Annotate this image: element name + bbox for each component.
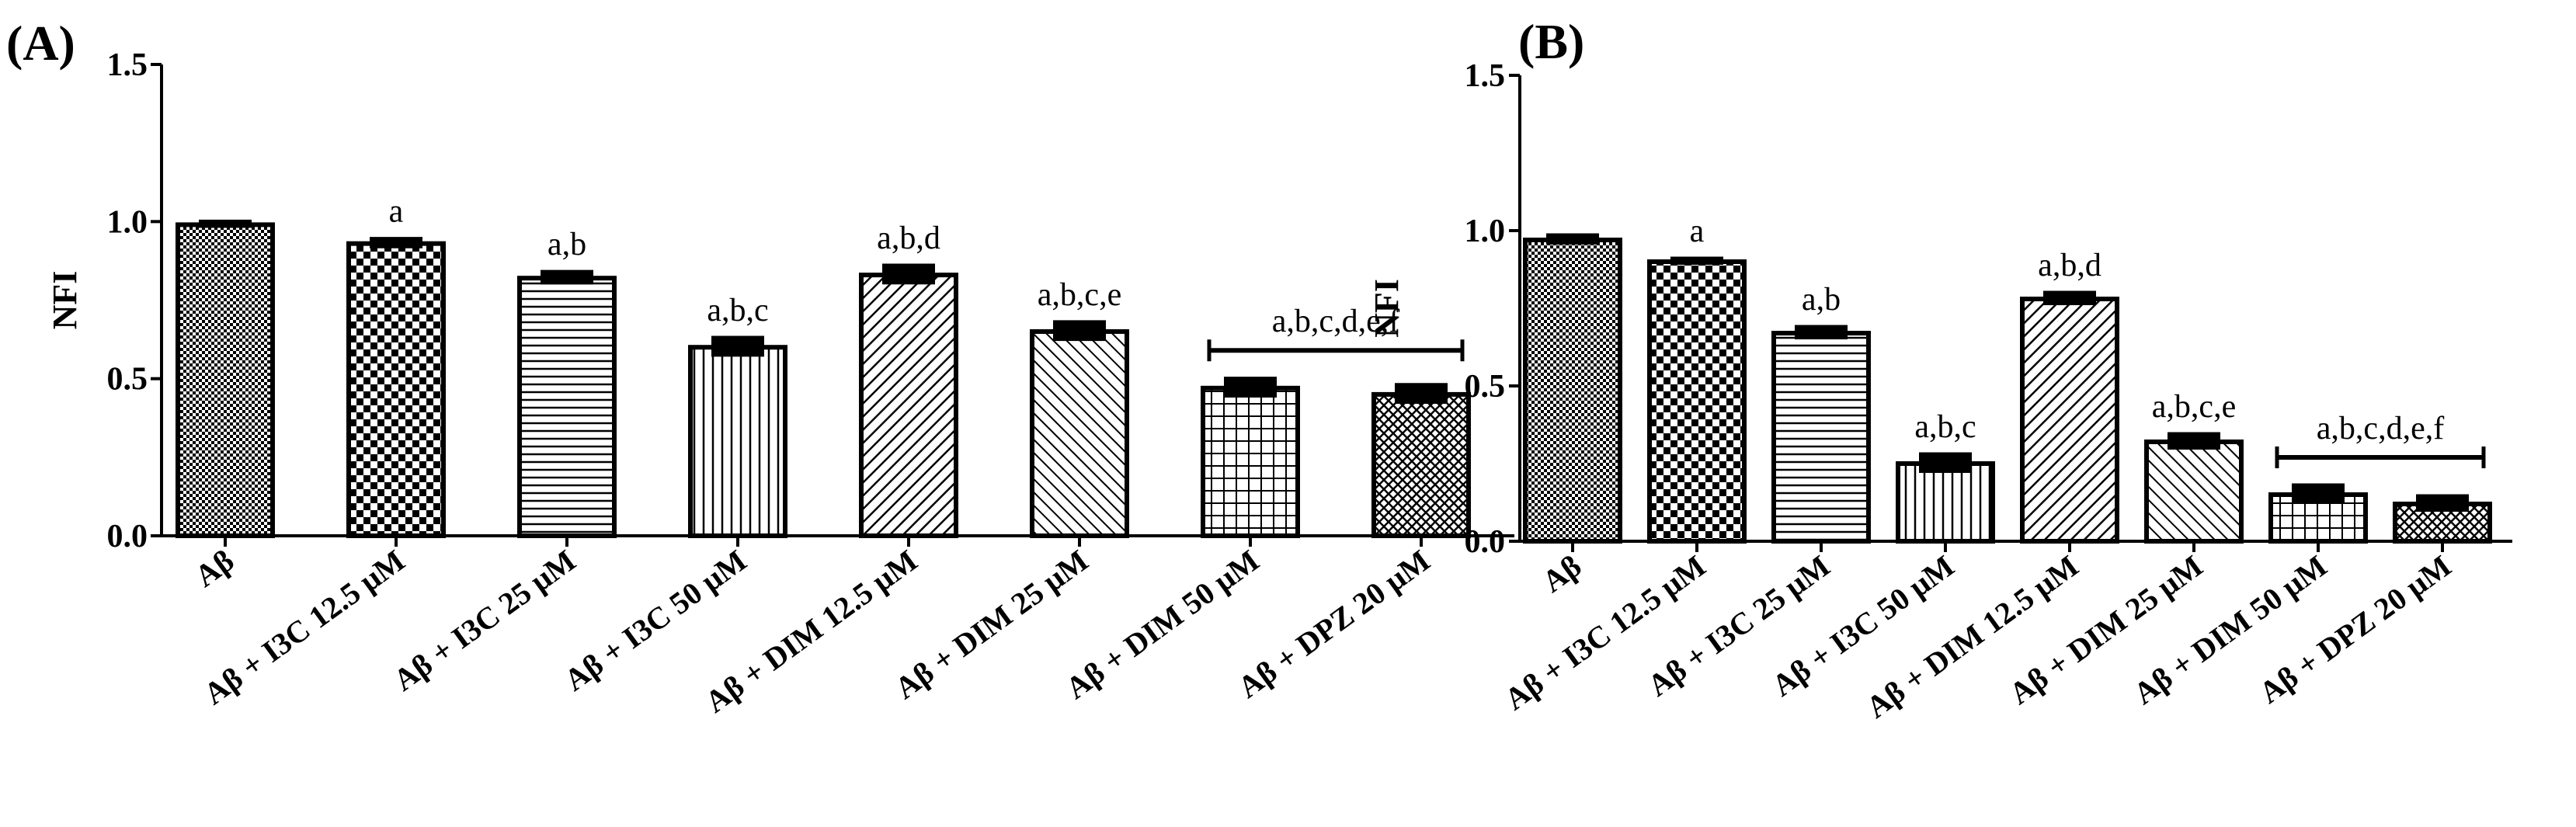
x-tick-label: Aβ <box>188 543 240 594</box>
significance-label: a <box>1690 214 1705 249</box>
panel-label: (A) <box>6 16 75 71</box>
error-bar <box>2043 293 2096 305</box>
group-significance-label: a,b,c,d,e,f <box>1272 304 1399 339</box>
x-tick-label: Aβ <box>1535 548 1587 599</box>
bar <box>1647 259 1747 544</box>
error-bar <box>1919 454 1972 473</box>
error-bar <box>1670 259 1723 265</box>
bar <box>2020 297 2119 544</box>
significance-label: a,b,d <box>877 221 940 256</box>
error-bar <box>2168 434 2220 450</box>
bar <box>517 276 617 538</box>
bar <box>859 273 958 538</box>
error-bar <box>882 265 935 285</box>
error-bar <box>711 338 764 357</box>
x-tick-label: Aβ + I3C 12.5 μM <box>1498 548 1712 717</box>
y-tick-label: 1.5 <box>107 47 148 83</box>
significance-label: a,b <box>548 227 586 262</box>
error-bar <box>2292 485 2345 504</box>
error-bar <box>541 272 593 285</box>
bar <box>346 241 446 538</box>
significance-label: a,b,c,e <box>1038 277 1121 313</box>
significance-label: a,b,c,e <box>2152 389 2236 425</box>
error-bar <box>1395 384 1448 405</box>
significance-label: a,b,d <box>2038 248 2101 283</box>
y-tick-label: 0.0 <box>1465 524 1506 560</box>
bar <box>1030 328 1129 538</box>
group-significance-label: a,b,c,d,e,f <box>2317 411 2444 447</box>
bar <box>1201 385 1300 538</box>
error-bar <box>1224 378 1277 398</box>
x-tick-label: Aβ + DIM 12.5 μM <box>1860 548 2085 725</box>
error-bar <box>370 238 422 248</box>
y-tick-label: 1.0 <box>107 204 148 240</box>
bar <box>688 345 787 539</box>
error-bar <box>199 221 252 228</box>
y-tick-label: 0.5 <box>1465 369 1506 405</box>
bar <box>1771 331 1871 544</box>
bar <box>1371 391 1471 538</box>
significance-label: a,b,c <box>1914 409 1976 445</box>
error-bar <box>1795 327 1848 339</box>
error-bar <box>1546 235 1599 245</box>
y-tick-label: 0.0 <box>107 519 148 554</box>
y-tick-label: 1.5 <box>1465 58 1506 94</box>
bar <box>1896 461 1995 544</box>
significance-label: a <box>389 194 404 230</box>
y-tick-label: 0.5 <box>107 362 148 398</box>
significance-label: a,b,c <box>707 293 768 328</box>
bar <box>2144 440 2244 544</box>
error-bar <box>1053 321 1106 342</box>
significance-label: a,b <box>1802 282 1841 318</box>
y-axis-label: NFI <box>1368 279 1406 338</box>
panel-label: (B) <box>1518 14 1584 69</box>
error-bar <box>2416 496 2469 512</box>
bar <box>1523 238 1622 544</box>
bar <box>176 222 275 538</box>
x-tick-label: Aβ + I3C 25 μM <box>387 543 582 698</box>
y-axis-label: NFI <box>46 271 84 330</box>
y-tick-label: 1.0 <box>1465 214 1506 249</box>
